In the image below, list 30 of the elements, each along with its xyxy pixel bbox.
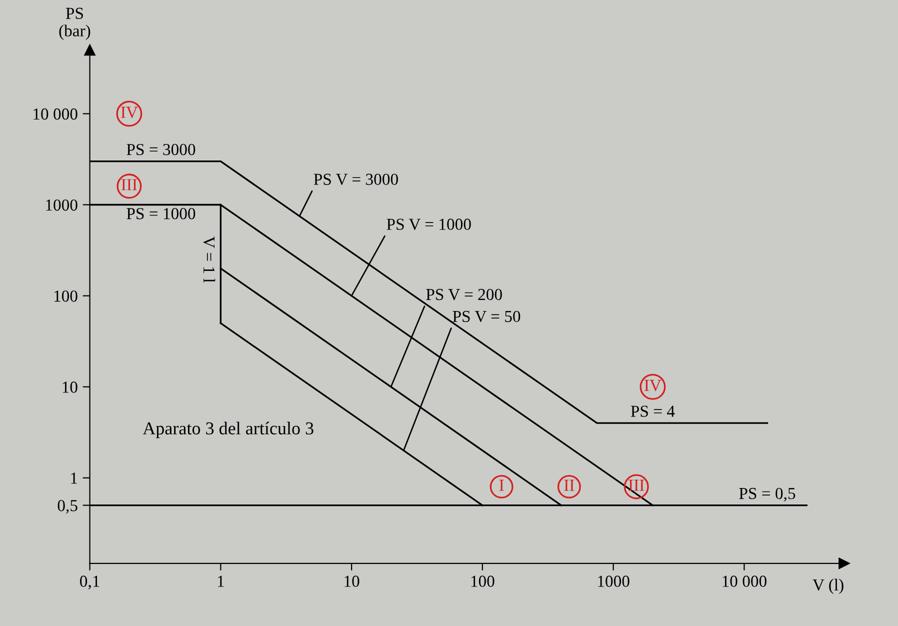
annotation: Aparato 3 del artículo 3 [142,422,314,438]
annotation: PS V = 50 [452,310,520,322]
annotation: III [628,480,644,491]
annotation: PS V = 3000 [314,174,398,186]
x-tick-label: 100 [471,576,494,587]
y-axis-title: PS (bar) [59,8,90,40]
annotation: II [564,480,574,491]
x-axis-title: V (l) [812,578,844,594]
annotation: IV [644,380,662,392]
annotation: V = 1 l [203,236,216,283]
y-tick-label: 1000 [46,199,78,211]
annotation: IV [121,106,138,118]
x-tick-label: 10 000 [722,576,766,587]
x-tick-label: 10 [344,576,360,587]
y-tick-label: 100 [54,290,78,302]
x-tick-label: 1000 [598,576,630,587]
annotation: PS V = 200 [426,288,502,300]
y-tick-label: 1 [71,472,77,484]
annotation: III [121,179,137,190]
annotation: PS = 0,5 [739,488,796,502]
annotation: I [499,480,504,491]
annotation: PS = 1000 [126,208,196,220]
y-tick-label: 0,5 [58,500,78,514]
y-tick-label: 10 000 [34,108,78,120]
annotation: PS V = 1000 [386,218,471,230]
y-tick-label: 10 [62,382,78,393]
annotation: PS = 3000 [126,144,196,156]
annotation: PS = 4 [630,406,675,417]
x-tick-label: 1 [218,576,224,587]
x-tick-label: 0,1 [80,576,100,590]
